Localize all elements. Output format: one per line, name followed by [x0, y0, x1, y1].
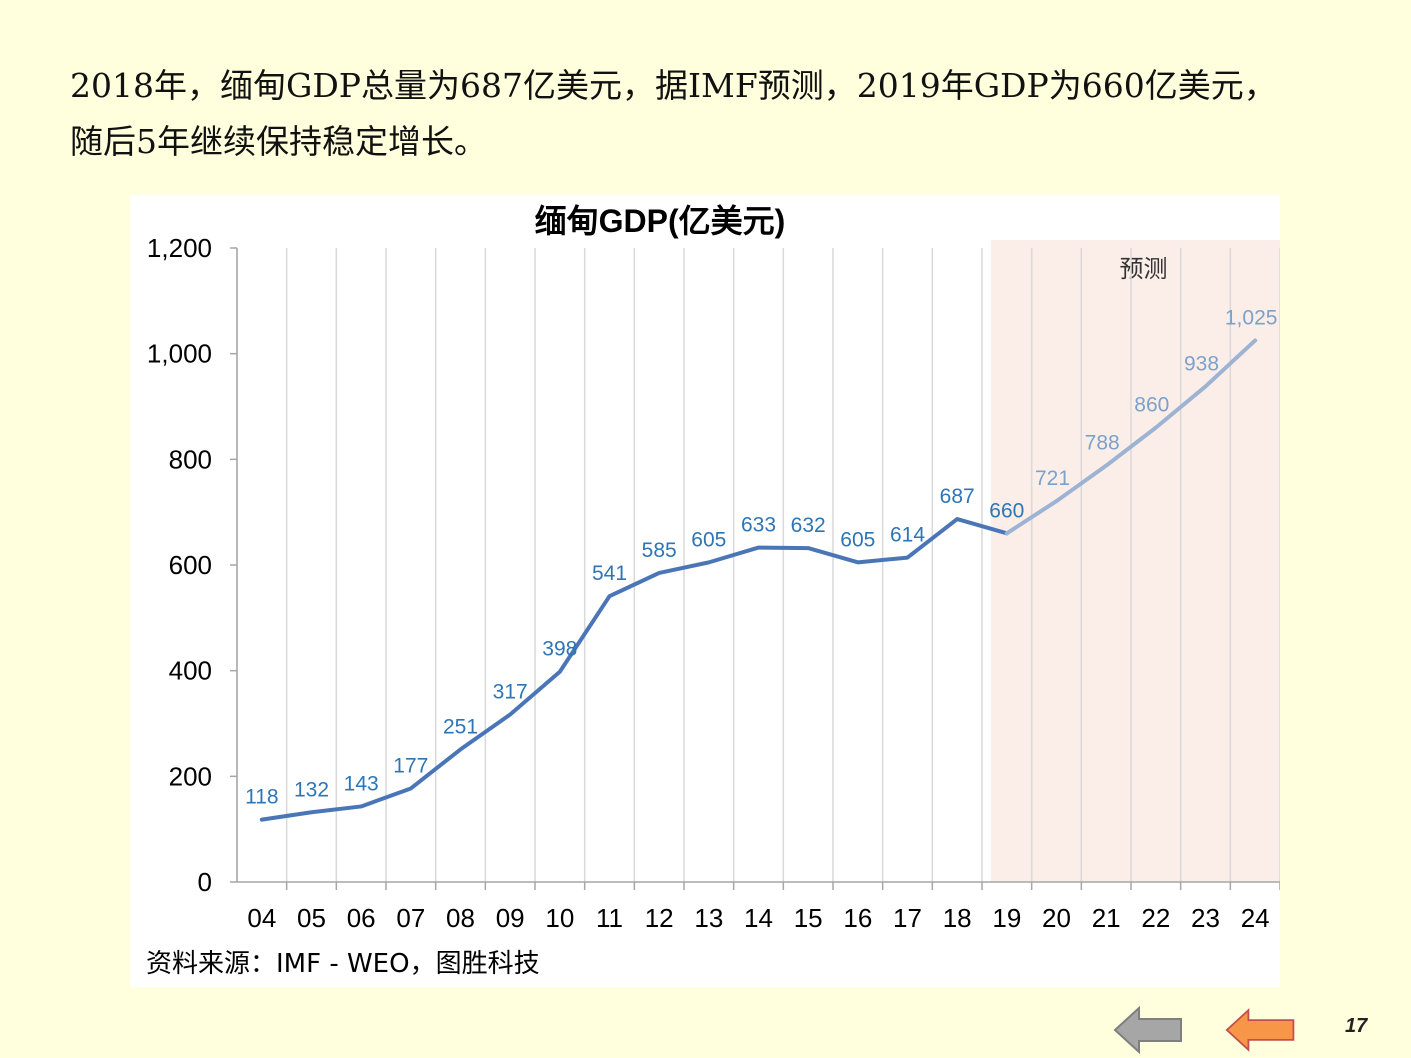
x-tick-label: 10 [545, 903, 574, 933]
x-tick-label: 08 [446, 903, 475, 933]
data-label: 633 [741, 514, 776, 537]
series-line-actual [259, 517, 1009, 822]
x-tick-label: 24 [1241, 903, 1270, 933]
x-tick-label: 18 [943, 903, 972, 933]
data-label: 660 [989, 499, 1024, 522]
intro-text: 2018年，缅甸GDP总量为687亿美元，据IMF预测，2019年GDP为660… [70, 58, 1390, 170]
data-label: 788 [1085, 432, 1120, 455]
data-label: 143 [344, 772, 379, 795]
x-tick-label: 15 [794, 903, 823, 933]
x-tick-label: 20 [1042, 903, 1071, 933]
source-note: 资料来源：IMF - WEO，图胜科技 [146, 949, 540, 979]
data-label: 605 [691, 528, 726, 551]
x-tick-label: 09 [496, 903, 525, 933]
x-tick-label: 17 [893, 903, 922, 933]
data-label: 118 [245, 786, 278, 809]
y-tick-label: 600 [169, 550, 212, 580]
page-number: 17 [1345, 1015, 1368, 1037]
x-tick-label: 12 [645, 903, 674, 933]
x-tick-label: 22 [1141, 903, 1170, 933]
data-label: 251 [443, 715, 478, 738]
prev-arrow-button[interactable] [1113, 1005, 1185, 1055]
data-label: 605 [840, 528, 875, 551]
next-arrow-button[interactable] [1225, 1005, 1297, 1055]
x-tick-label: 21 [1092, 903, 1121, 933]
x-tick-label: 16 [843, 903, 872, 933]
y-tick-label: 400 [169, 656, 212, 686]
series-line-forecast [1004, 338, 1258, 536]
data-label: 614 [890, 524, 925, 547]
y-tick-label: 1,200 [147, 233, 212, 263]
chart-title: 缅甸GDP(亿美元) [535, 203, 786, 239]
x-tick-label: 13 [694, 903, 723, 933]
data-label: 398 [542, 638, 577, 661]
data-label: 687 [940, 485, 975, 508]
left-arrow-icon [1113, 1005, 1182, 1055]
y-tick-label: 1,000 [147, 339, 212, 369]
x-tick-label: 05 [297, 903, 326, 933]
x-tick-label: 07 [396, 903, 425, 933]
left-arrow-icon [1225, 1008, 1295, 1052]
chart-panel: 预测 0 200 400 600 800 1,000 1,200 04 05 06 07 08 09 10 1… [130, 195, 1280, 987]
data-label: 317 [493, 681, 528, 704]
data-label: 541 [592, 562, 627, 585]
data-label: 177 [393, 754, 428, 777]
data-label: 585 [642, 539, 677, 562]
data-label: 721 [1035, 467, 1070, 490]
x-tick-label: 14 [744, 903, 773, 933]
x-tick-label: 19 [992, 903, 1021, 933]
data-label: 132 [294, 778, 329, 801]
data-label: 860 [1134, 394, 1169, 417]
y-tick-label: 200 [169, 761, 212, 791]
x-tick-label: 23 [1191, 903, 1220, 933]
data-label: 938 [1184, 352, 1219, 375]
x-tick-label: 11 [596, 903, 623, 933]
y-tick-label: 0 [198, 867, 212, 897]
data-label: 632 [791, 514, 826, 537]
y-tick-label: 800 [169, 444, 212, 474]
forecast-label: 预测 [1119, 255, 1167, 283]
x-tick-label: 06 [347, 903, 376, 933]
gdp-line-chart: 预测 0 200 400 600 800 1,000 1,200 04 05 06 07 08 09 10 1… [146, 203, 1280, 979]
x-tick-label: 04 [247, 903, 276, 933]
intro-line-2: 随后5年继续保持稳定增长。 [70, 122, 487, 161]
data-label: 1,025 [1225, 306, 1278, 329]
forecast-region [990, 240, 1280, 882]
intro-line-1: 2018年，缅甸GDP总量为687亿美元，据IMF预测，2019年GDP为660… [70, 66, 1277, 105]
